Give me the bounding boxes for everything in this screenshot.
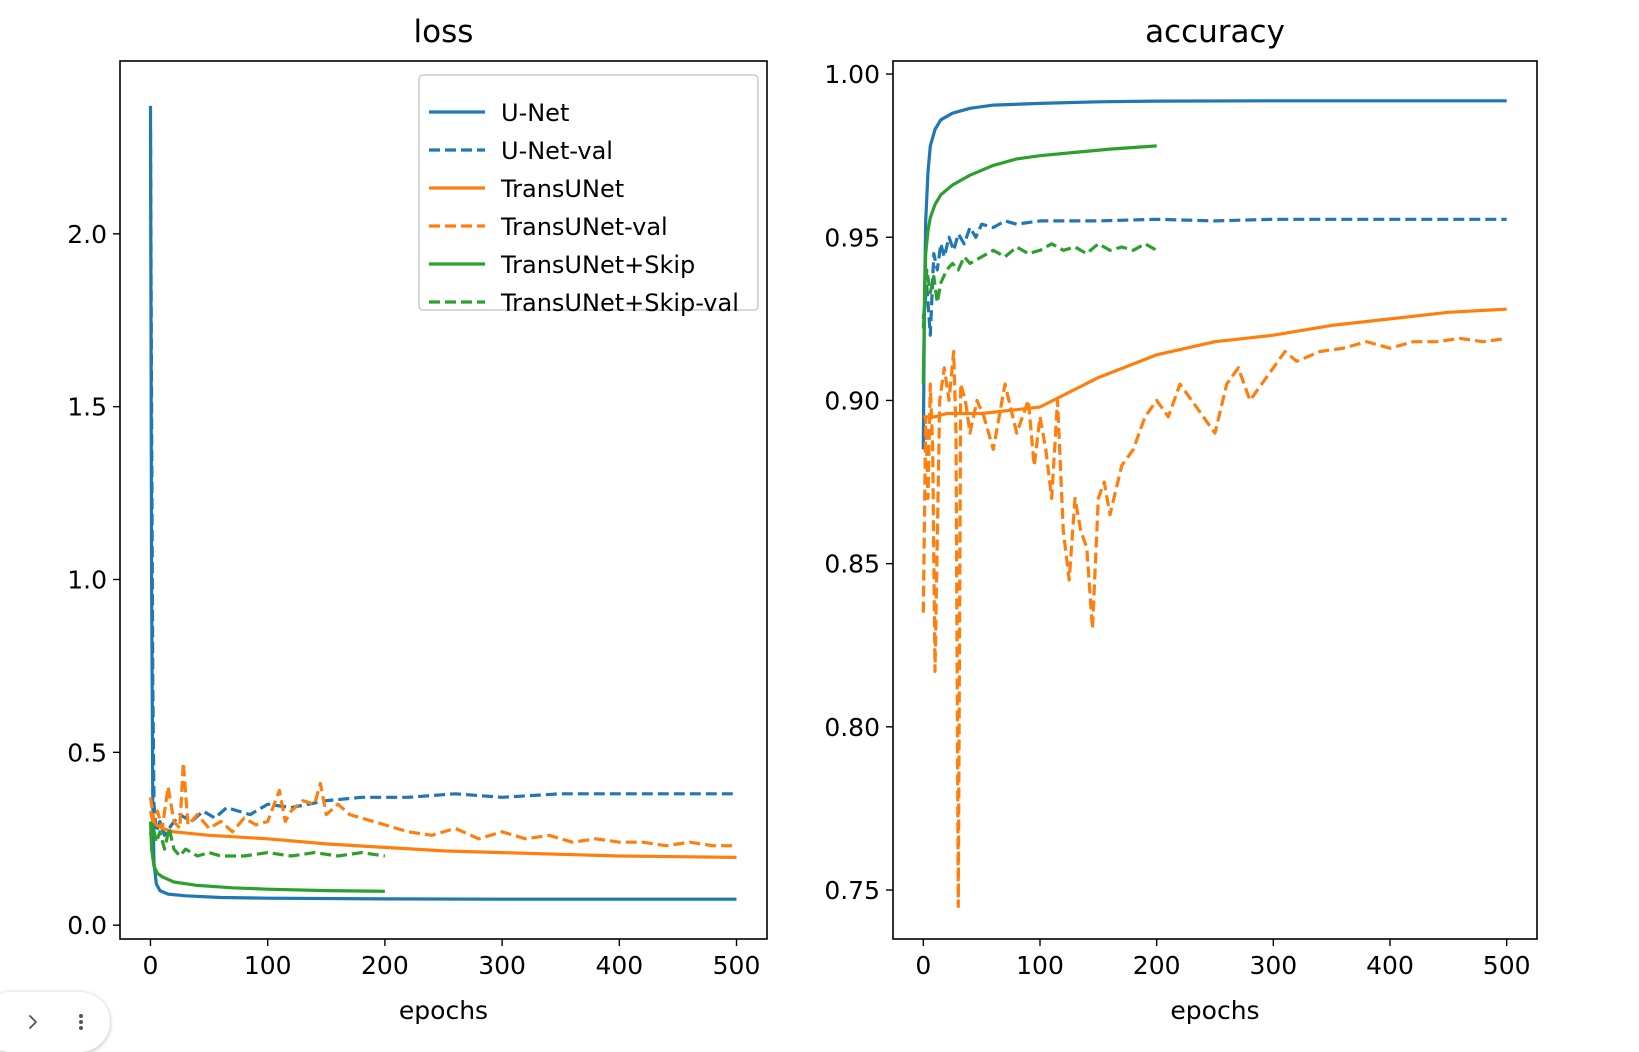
loss-x-tick-label: 500 xyxy=(713,951,761,980)
expand-chevron-icon[interactable] xyxy=(20,1009,46,1035)
loss-y-tick-label: 2.0 xyxy=(67,220,107,249)
loss-x-tick-label: 100 xyxy=(244,951,292,980)
accuracy-x-tick-label: 100 xyxy=(1016,951,1064,980)
loss-x-tick-label: 0 xyxy=(143,951,159,980)
loss-legend-label-transunet: TransUNet xyxy=(500,175,624,203)
accuracy-y-tick-label: 0.95 xyxy=(824,223,880,252)
loss-legend-label-transunet-plus-skip-val: TransUNet+Skip-val xyxy=(500,289,739,317)
loss-x-tick-label: 400 xyxy=(595,951,643,980)
accuracy-x-tick-label: 0 xyxy=(915,951,931,980)
loss-axes-frame xyxy=(119,60,768,940)
accuracy-series-transunet-val xyxy=(921,336,1507,909)
accuracy-x-tick-label: 500 xyxy=(1483,951,1531,980)
loss-legend-label-transunet-val: TransUNet-val xyxy=(500,213,668,241)
more-options-icon[interactable] xyxy=(68,1009,94,1035)
accuracy-chart-title: accuracy xyxy=(1145,14,1285,50)
accuracy-x-tick-label: 300 xyxy=(1249,951,1297,980)
loss-panel: 0 100 200 300 400 500 0.0 0.5 1.0 1.5 2.0 loss epoch… xyxy=(67,14,768,1025)
loss-x-axis-label: epochs xyxy=(399,996,488,1025)
accuracy-y-tick-label: 0.80 xyxy=(824,713,880,742)
accuracy-series-u-net xyxy=(921,99,1507,450)
loss-chart-title: loss xyxy=(414,14,474,50)
loss-y-tick-label: 1.0 xyxy=(67,566,107,595)
accuracy-panel: 0 100 200 300 400 500 0.75 0.80 0.85 0.90 0.95 1.00… xyxy=(824,14,1538,1025)
accuracy-series-transunet-plus-skip xyxy=(921,144,1157,385)
loss-series-transunet-val xyxy=(148,761,737,848)
loss-series-u-net-val xyxy=(148,130,737,837)
loss-series-transunet-plus-skip-val xyxy=(148,823,386,858)
accuracy-series-u-net-val xyxy=(921,217,1507,337)
accuracy-y-tick-label: 1.00 xyxy=(824,60,880,89)
loss-x-tick-label: 300 xyxy=(478,951,526,980)
loss-x-tick-label: 200 xyxy=(361,951,409,980)
loss-series-transunet-plus-skip xyxy=(148,821,385,893)
loss-series-transunet xyxy=(148,810,737,859)
cell-toolbar xyxy=(0,992,110,1052)
loss-legend-label-u-net: U-Net xyxy=(501,99,569,127)
accuracy-y-tick-label: 0.75 xyxy=(824,876,880,905)
accuracy-axes-frame xyxy=(892,60,1538,940)
loss-y-tick-label: 0.0 xyxy=(67,911,107,940)
loss-y-tick-label: 1.5 xyxy=(67,393,107,422)
loss-legend-label-transunet-plus-skip: TransUNet+Skip xyxy=(500,251,695,279)
accuracy-x-axis-label: epochs xyxy=(1170,996,1259,1025)
loss-legend-label-u-net-val: U-Net-val xyxy=(501,137,613,165)
accuracy-y-tick-label: 0.90 xyxy=(824,386,880,415)
loss-legend: U-Net U-Net-val TransUNet TransUNet-val Tran… xyxy=(418,74,759,317)
accuracy-x-tick-label: 400 xyxy=(1366,951,1414,980)
loss-legend-box xyxy=(418,74,759,311)
accuracy-series-transunet-plus-skip-val xyxy=(921,242,1158,329)
accuracy-x-tick-label: 200 xyxy=(1133,951,1181,980)
loss-y-tick-label: 0.5 xyxy=(67,738,107,767)
accuracy-y-tick-label: 0.85 xyxy=(824,550,880,579)
